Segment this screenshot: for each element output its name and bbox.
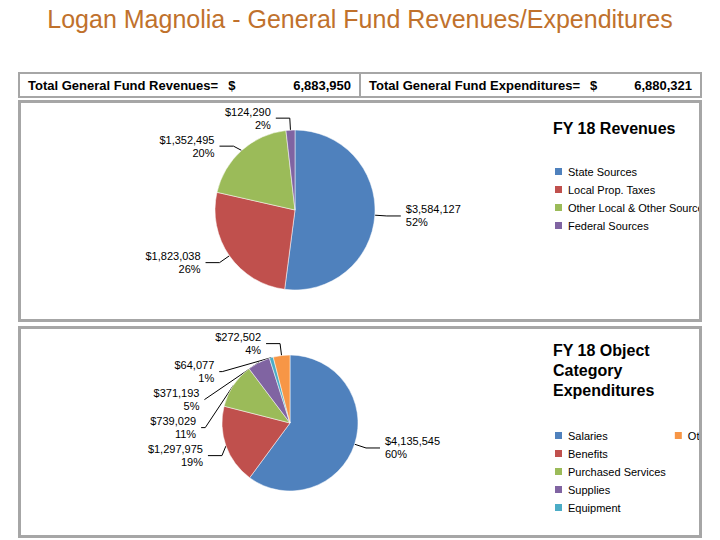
svg-text:Benefits: Benefits xyxy=(568,448,608,460)
svg-text:11%: 11% xyxy=(175,428,196,440)
svg-text:State Sources: State Sources xyxy=(568,166,638,178)
svg-text:Expenditures: Expenditures xyxy=(553,382,654,399)
svg-text:Federal Sources: Federal Sources xyxy=(568,220,649,232)
svg-text:$1,297,975: $1,297,975 xyxy=(148,443,203,455)
svg-text:$124,290: $124,290 xyxy=(225,106,271,118)
svg-text:Category: Category xyxy=(553,362,627,379)
svg-text:4%: 4% xyxy=(245,344,261,356)
svg-text:FY 18 Revenues: FY 18 Revenues xyxy=(553,120,676,137)
svg-text:Supplies: Supplies xyxy=(568,484,611,496)
svg-text:Purchased Services: Purchased Services xyxy=(568,466,666,478)
svg-text:$64,077: $64,077 xyxy=(174,359,214,371)
html-text:Logan Magnolia - General Fund: Logan Magnolia - General Fund Revenues/E… xyxy=(47,5,673,33)
svg-text:20%: 20% xyxy=(192,147,214,159)
html-text:6,880,321: 6,880,321 xyxy=(634,77,692,93)
svg-text:$371,193: $371,193 xyxy=(154,387,200,399)
svg-text:52%: 52% xyxy=(406,216,428,228)
svg-text:$3,584,127: $3,584,127 xyxy=(406,203,461,215)
svg-text:$1,352,495: $1,352,495 xyxy=(159,134,214,146)
svg-text:Local Prop. Taxes: Local Prop. Taxes xyxy=(568,184,656,196)
svg-text:26%: 26% xyxy=(179,263,201,275)
svg-text:60%: 60% xyxy=(385,448,407,460)
html-text:Total General Fund Expenditure: Total General Fund Expenditures= xyxy=(369,77,580,93)
svg-text:$739,029: $739,029 xyxy=(150,415,196,427)
svg-text:Other Local & Other Sources: Other Local & Other Sources xyxy=(568,202,699,214)
svg-text:5%: 5% xyxy=(184,400,200,412)
svg-text:$1,823,038: $1,823,038 xyxy=(145,250,200,262)
svg-text:1%: 1% xyxy=(198,372,214,384)
svg-text:$4,135,545: $4,135,545 xyxy=(385,435,440,447)
html-text:6,883,950: 6,883,950 xyxy=(293,77,351,93)
svg-text:19%: 19% xyxy=(181,456,203,468)
svg-text:$272,502: $272,502 xyxy=(215,331,261,343)
svg-text:FY 18 Object: FY 18 Object xyxy=(553,342,654,359)
svg-text:2%: 2% xyxy=(255,119,271,131)
svg-text:Other Expenses: Other Expenses xyxy=(688,430,699,442)
html-text:Total General Fund Revenues=: Total General Fund Revenues= xyxy=(28,77,219,93)
svg-text:Equipment: Equipment xyxy=(568,502,621,514)
svg-text:Salaries: Salaries xyxy=(568,430,608,442)
